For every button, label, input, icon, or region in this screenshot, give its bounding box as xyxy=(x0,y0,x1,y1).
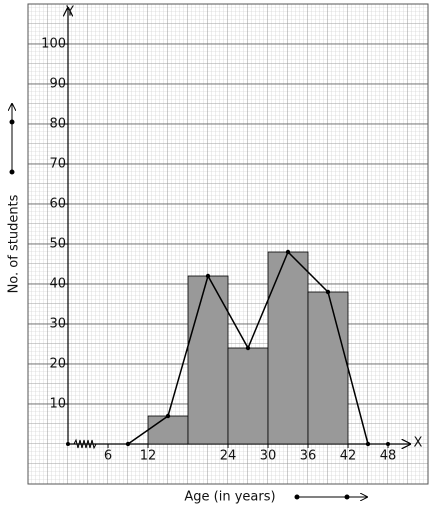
x-tick-label: 36 xyxy=(300,449,317,464)
bar xyxy=(187,275,229,445)
y-tick-label: 100 xyxy=(41,37,66,52)
y-axis-label: No. of students xyxy=(7,194,22,293)
x-axis-name: X xyxy=(414,436,423,451)
x-tick-label: 6 xyxy=(104,449,112,464)
x-tick-label: 30 xyxy=(260,449,277,464)
x-tick-label: 42 xyxy=(340,449,357,464)
axis-break xyxy=(73,438,97,450)
polygon-point xyxy=(285,249,291,255)
y-axis-name: Y xyxy=(65,5,74,20)
x-tick-label: 12 xyxy=(140,449,157,464)
y-tick-label: 30 xyxy=(49,317,66,332)
origin-dot xyxy=(66,442,70,446)
bar xyxy=(307,291,349,445)
decor-arrows xyxy=(10,104,367,499)
polygon-point xyxy=(165,413,171,419)
bar xyxy=(147,415,189,445)
y-tick-label: 50 xyxy=(49,237,66,252)
bar xyxy=(267,251,309,445)
polygon-point xyxy=(125,441,131,447)
y-tick-label: 40 xyxy=(49,277,66,292)
y-tick-label: 80 xyxy=(49,117,66,132)
polygon-point xyxy=(245,345,251,351)
y-tick-label: 20 xyxy=(49,357,66,372)
polygon-point xyxy=(365,441,371,447)
polygon-point xyxy=(325,289,331,295)
x-axis-label: Age (in years) xyxy=(184,490,275,505)
y-tick-label: 60 xyxy=(49,197,66,212)
y-tick-label: 10 xyxy=(49,397,66,412)
x-tick-label: 48 xyxy=(380,449,397,464)
y-tick-label: 90 xyxy=(49,77,66,92)
y-tick-label: 70 xyxy=(49,157,66,172)
x-tick-label: 24 xyxy=(220,449,237,464)
polygon-point xyxy=(205,273,211,279)
bar xyxy=(227,347,269,445)
